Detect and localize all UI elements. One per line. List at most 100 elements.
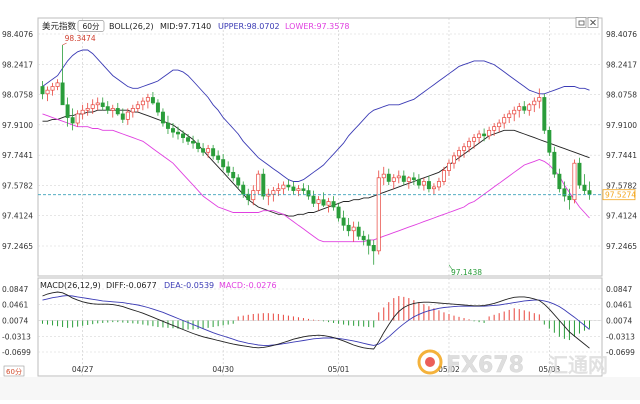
candle-body (426, 181, 431, 190)
candle-body (261, 173, 266, 197)
candle-body (487, 129, 492, 137)
candle-body (201, 148, 206, 153)
candle-body (577, 162, 582, 186)
macd-tick-right: 0.0847 (606, 285, 632, 294)
candle-body (341, 217, 346, 226)
macd-tick-right: 0.0461 (606, 301, 632, 310)
price-tick-left: 98.4076 (2, 30, 33, 39)
candle-body (291, 186, 296, 191)
macd-tick-right: -0.0313 (606, 332, 635, 341)
candle-body (241, 184, 246, 195)
boll-lower-line (42, 113, 590, 243)
price-tick-right: 97.7441 (606, 151, 637, 160)
candle-body (110, 108, 115, 111)
macd-value: MACD:-0.0276 (219, 281, 277, 290)
candle-body (196, 142, 201, 149)
candle-body (361, 235, 366, 241)
price-tick-right: 98.0758 (606, 91, 637, 100)
candle-body (130, 108, 135, 113)
boll-upper-value: UPPER:98.0702 (218, 22, 280, 31)
candle-body (286, 184, 291, 188)
extreme-label: 98.3474 (65, 34, 96, 43)
candle-body (497, 122, 502, 128)
price-tick-left: 97.5782 (2, 181, 33, 190)
watermark-text: FX678 (446, 353, 524, 378)
candle-body (316, 199, 321, 204)
candle-body (492, 126, 497, 131)
x-tick-label: 05/03 (539, 365, 561, 374)
footer-bar: 60分 (0, 365, 640, 400)
price-tick-left: 97.4124 (2, 212, 33, 221)
macd-panel-frame (37, 277, 603, 377)
watermark-logo-core-icon (425, 357, 435, 367)
candle-body (537, 97, 542, 102)
close-icon (590, 19, 596, 26)
candle-body (406, 177, 411, 182)
x-tick-label: 04/27 (72, 365, 94, 374)
candle-body (336, 206, 341, 219)
candle-body (140, 100, 145, 106)
macd-tick-right: 0.0074 (606, 317, 632, 326)
candle-body (246, 193, 251, 201)
candle-body (70, 117, 75, 124)
macd-label: MACD(26,12,9) (40, 281, 101, 290)
candle-body (366, 239, 371, 246)
axis-layer: 98.4076 98.4076 98.2417 98.2417 98.0758 98.07… (2, 30, 637, 374)
candle-body (391, 177, 396, 182)
candle-body (482, 133, 487, 137)
macd-header: MACD(26,12,9) DIFF:-0.0677 DEA:-0.0539 M… (40, 281, 277, 290)
instrument-title: 美元指数 (42, 21, 77, 32)
current-price-box (602, 189, 636, 201)
candle-body (160, 111, 165, 124)
candle-body (351, 226, 356, 232)
candle-body (171, 128, 175, 133)
candle-body (65, 104, 70, 118)
price-tick-left: 98.0758 (2, 91, 33, 100)
candle-body (90, 104, 95, 109)
candle-body (271, 190, 276, 195)
candle-body (416, 179, 421, 186)
candle-body (40, 86, 45, 95)
candle-body (226, 166, 231, 173)
candle-body (326, 201, 331, 206)
candle-body (105, 106, 110, 111)
footer-period-button[interactable] (3, 365, 25, 377)
boll-mid-value: MID:97.7140 (160, 22, 211, 31)
candle-body (206, 148, 211, 153)
candle-body (251, 190, 256, 201)
candle-body (165, 122, 170, 129)
candle-body (276, 188, 281, 191)
period-button[interactable] (77, 20, 105, 32)
price-tick-left: 97.9100 (2, 121, 33, 130)
current-price-label: 97.5274 (605, 191, 636, 200)
restore-button[interactable] (575, 17, 587, 28)
candle-body (296, 188, 301, 191)
candle-body (421, 181, 426, 186)
price-tick-right: 98.4076 (606, 30, 637, 39)
boll-lower-value: LOWER:97.3578 (285, 22, 350, 31)
candle-body (125, 111, 130, 120)
price-tick-left: 97.2465 (2, 242, 33, 251)
macd-tick-left: 0.0461 (2, 301, 28, 310)
candle-body (527, 104, 532, 111)
candle-body (176, 131, 180, 135)
price-tick-right: 98.2417 (606, 60, 637, 69)
candle-body (236, 177, 241, 186)
candle-body (311, 195, 316, 204)
candle-body (371, 245, 376, 252)
macd-dea-value: DEA:-0.0539 (164, 281, 214, 290)
candle-body (411, 177, 416, 180)
macd-diff-line (42, 291, 590, 350)
candle-body (436, 181, 441, 188)
candle-body (447, 162, 451, 171)
candle-body (396, 175, 401, 179)
candle-body (441, 170, 446, 182)
watermark-logo-icon (417, 349, 443, 375)
candle-body (472, 137, 477, 142)
macd-diff-value: DIFF:-0.0677 (106, 281, 157, 290)
period-label: 60分 (82, 22, 100, 31)
candle-body (75, 113, 80, 124)
candle-body (547, 129, 552, 153)
footer-background (0, 377, 640, 400)
candle-body (346, 224, 351, 232)
